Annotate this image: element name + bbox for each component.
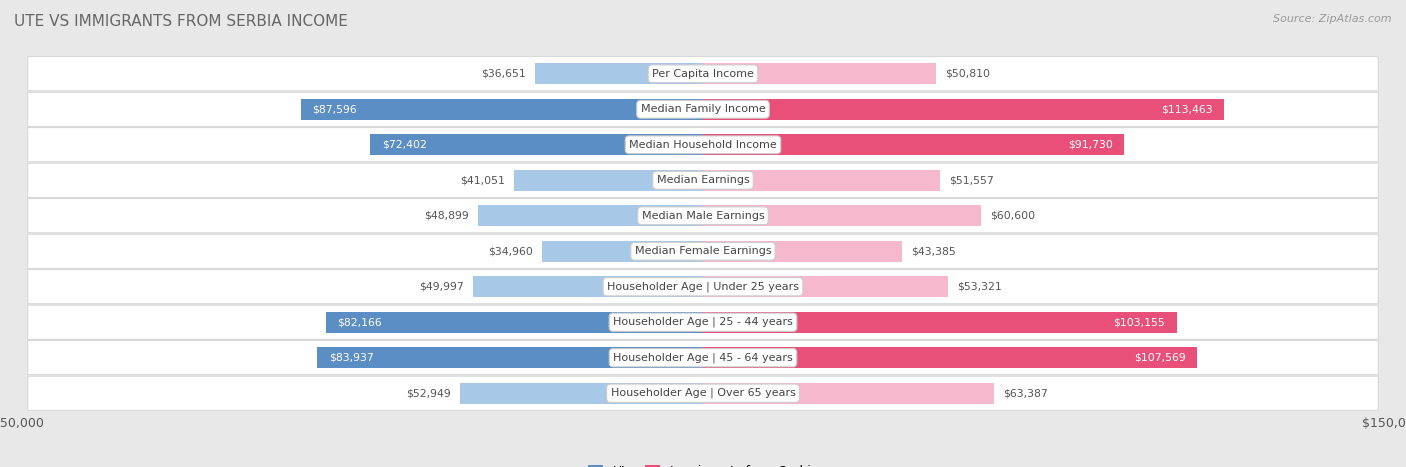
Text: $53,321: $53,321 [957, 282, 1002, 292]
FancyBboxPatch shape [28, 128, 1378, 162]
Text: $50,810: $50,810 [946, 69, 991, 79]
Text: Householder Age | Under 25 years: Householder Age | Under 25 years [607, 282, 799, 292]
Text: UTE VS IMMIGRANTS FROM SERBIA INCOME: UTE VS IMMIGRANTS FROM SERBIA INCOME [14, 14, 347, 29]
Text: Householder Age | 45 - 64 years: Householder Age | 45 - 64 years [613, 353, 793, 363]
FancyBboxPatch shape [28, 92, 1378, 126]
FancyBboxPatch shape [703, 311, 1177, 333]
Text: $41,051: $41,051 [460, 175, 505, 185]
Text: $36,651: $36,651 [481, 69, 526, 79]
Text: $49,997: $49,997 [419, 282, 464, 292]
FancyBboxPatch shape [703, 63, 936, 85]
Text: Median Female Earnings: Median Female Earnings [634, 246, 772, 256]
Text: $103,155: $103,155 [1114, 317, 1166, 327]
FancyBboxPatch shape [28, 305, 1378, 339]
Text: $82,166: $82,166 [337, 317, 382, 327]
Text: Source: ZipAtlas.com: Source: ZipAtlas.com [1274, 14, 1392, 24]
FancyBboxPatch shape [703, 134, 1125, 156]
FancyBboxPatch shape [28, 199, 1378, 233]
FancyBboxPatch shape [703, 347, 1197, 368]
Text: Householder Age | 25 - 44 years: Householder Age | 25 - 44 years [613, 317, 793, 327]
Text: Median Family Income: Median Family Income [641, 104, 765, 114]
FancyBboxPatch shape [703, 205, 981, 226]
FancyBboxPatch shape [703, 241, 903, 262]
Text: $51,557: $51,557 [949, 175, 994, 185]
FancyBboxPatch shape [318, 347, 703, 368]
Text: Median Male Earnings: Median Male Earnings [641, 211, 765, 221]
FancyBboxPatch shape [478, 205, 703, 226]
FancyBboxPatch shape [703, 99, 1225, 120]
FancyBboxPatch shape [370, 134, 703, 156]
FancyBboxPatch shape [703, 276, 948, 297]
Legend: Ute, Immigrants from Serbia: Ute, Immigrants from Serbia [583, 460, 823, 467]
FancyBboxPatch shape [703, 382, 994, 404]
Text: $113,463: $113,463 [1161, 104, 1212, 114]
FancyBboxPatch shape [326, 311, 703, 333]
Text: $83,937: $83,937 [329, 353, 374, 363]
FancyBboxPatch shape [28, 234, 1378, 268]
FancyBboxPatch shape [28, 57, 1378, 91]
Text: Median Household Income: Median Household Income [628, 140, 778, 150]
FancyBboxPatch shape [543, 241, 703, 262]
FancyBboxPatch shape [534, 63, 703, 85]
Text: $34,960: $34,960 [488, 246, 533, 256]
FancyBboxPatch shape [474, 276, 703, 297]
Text: $87,596: $87,596 [312, 104, 357, 114]
FancyBboxPatch shape [28, 163, 1378, 197]
FancyBboxPatch shape [28, 376, 1378, 410]
Text: Median Earnings: Median Earnings [657, 175, 749, 185]
Text: Per Capita Income: Per Capita Income [652, 69, 754, 79]
FancyBboxPatch shape [703, 170, 939, 191]
Text: Householder Age | Over 65 years: Householder Age | Over 65 years [610, 388, 796, 398]
Text: $43,385: $43,385 [911, 246, 956, 256]
Text: $91,730: $91,730 [1069, 140, 1112, 150]
FancyBboxPatch shape [301, 99, 703, 120]
Text: $107,569: $107,569 [1133, 353, 1185, 363]
FancyBboxPatch shape [28, 341, 1378, 375]
Text: $63,387: $63,387 [1004, 388, 1047, 398]
Text: $52,949: $52,949 [406, 388, 450, 398]
Text: $60,600: $60,600 [990, 211, 1036, 221]
FancyBboxPatch shape [460, 382, 703, 404]
Text: $48,899: $48,899 [425, 211, 470, 221]
FancyBboxPatch shape [515, 170, 703, 191]
FancyBboxPatch shape [28, 270, 1378, 304]
Text: $72,402: $72,402 [382, 140, 427, 150]
